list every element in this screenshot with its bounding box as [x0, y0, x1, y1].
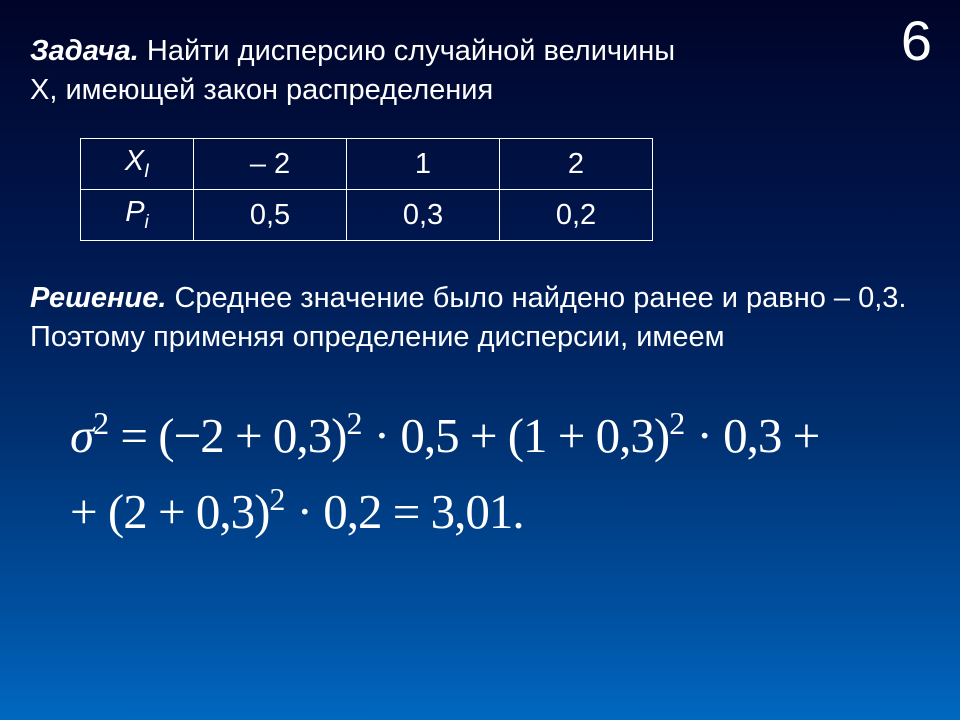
- problem-text-1: Найти дисперсию случайной величины: [139, 35, 675, 67]
- x-val-1: 1: [347, 139, 500, 190]
- solution-statement: Решение. Среднее значение было найдено р…: [30, 279, 930, 357]
- p-val-2: 0,2: [500, 190, 653, 241]
- x-header: XI: [81, 139, 194, 190]
- slide-content: Задача. Найти дисперсию случайной величи…: [0, 0, 960, 549]
- formula-line-2: + (2 + 0,3)2 · 0,2 = 3,01.: [70, 474, 930, 550]
- p-header: Pi: [81, 190, 194, 241]
- problem-statement: Задача. Найти дисперсию случайной величи…: [30, 32, 930, 110]
- variance-formula: σ2 = (−2 + 0,3)2 · 0,5 + (1 + 0,3)2 · 0,…: [30, 398, 930, 550]
- problem-label: Задача.: [30, 35, 139, 67]
- formula-line-1: σ2 = (−2 + 0,3)2 · 0,5 + (1 + 0,3)2 · 0,…: [70, 398, 930, 474]
- solution-label: Решение.: [30, 282, 166, 314]
- p-val-0: 0,5: [194, 190, 347, 241]
- slide-number: 6: [901, 8, 932, 73]
- distribution-table: XI – 2 1 2 Pi 0,5 0,3 0,2: [80, 138, 653, 241]
- x-val-0: – 2: [194, 139, 347, 190]
- x-val-2: 2: [500, 139, 653, 190]
- table-row: XI – 2 1 2: [81, 139, 653, 190]
- p-val-1: 0,3: [347, 190, 500, 241]
- problem-text-2: Х, имеющей закон распределения: [30, 74, 493, 106]
- table-row: Pi 0,5 0,3 0,2: [81, 190, 653, 241]
